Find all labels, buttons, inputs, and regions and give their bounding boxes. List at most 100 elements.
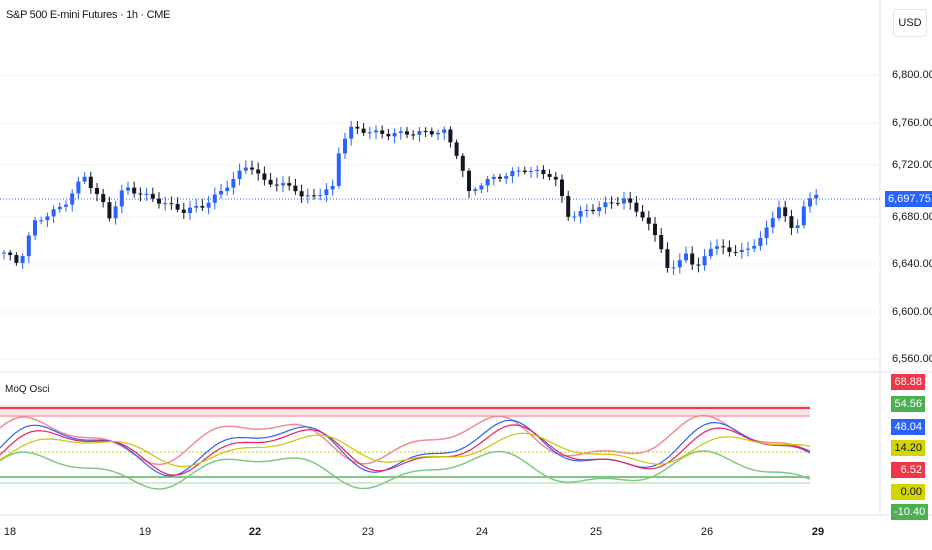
candle xyxy=(510,170,515,177)
candle xyxy=(535,169,540,172)
candle xyxy=(305,195,310,197)
candle xyxy=(312,195,316,197)
candle xyxy=(671,267,676,269)
time-label: 25 xyxy=(589,526,603,538)
candle xyxy=(287,183,292,186)
candle xyxy=(355,126,360,129)
candle xyxy=(262,173,267,180)
candle xyxy=(702,256,707,266)
candle xyxy=(721,246,726,248)
candle xyxy=(274,184,279,186)
indicator-value-label: 6.52 xyxy=(891,462,925,478)
lower-envelope xyxy=(0,450,811,490)
candle xyxy=(795,225,800,228)
time-label: 18 xyxy=(3,526,17,538)
candle xyxy=(597,207,602,212)
candle xyxy=(169,203,174,205)
candle xyxy=(442,129,447,133)
candle xyxy=(628,198,633,203)
candle xyxy=(572,216,577,218)
candle xyxy=(225,187,230,192)
candle xyxy=(553,176,558,180)
candle xyxy=(814,194,819,199)
candle xyxy=(659,235,664,250)
overbought-zone xyxy=(0,405,810,417)
signal-line xyxy=(0,424,811,476)
candle xyxy=(45,216,50,221)
candle xyxy=(398,131,403,134)
candle xyxy=(615,203,620,205)
price-label: 6,800.00 xyxy=(892,69,932,81)
candle xyxy=(181,209,186,213)
candle xyxy=(764,227,769,238)
time-label: 19 xyxy=(138,526,152,538)
candle xyxy=(566,196,571,217)
candle xyxy=(584,209,589,212)
candle xyxy=(138,193,143,195)
indicator-value-label: 54.56 xyxy=(891,396,925,412)
candle xyxy=(417,131,422,135)
candle xyxy=(157,198,161,204)
candle xyxy=(26,235,31,257)
candle xyxy=(367,132,372,134)
candle xyxy=(324,189,329,196)
chart-title: S&P 500 E-mini Futures · 1h · CME xyxy=(6,9,171,21)
candle xyxy=(560,179,564,197)
candle xyxy=(33,220,37,236)
candle xyxy=(727,247,732,252)
candle xyxy=(57,206,62,210)
candle xyxy=(119,190,124,207)
candle xyxy=(194,205,199,208)
candle xyxy=(39,220,44,222)
candle xyxy=(126,187,130,191)
candle xyxy=(448,129,453,143)
candle xyxy=(684,253,688,261)
candle xyxy=(113,206,118,219)
price-label: 6,560.00 xyxy=(892,353,932,365)
candle xyxy=(696,264,701,266)
candle xyxy=(20,256,25,263)
candle xyxy=(343,138,347,154)
indicator-value-label: 0.00 xyxy=(891,484,925,500)
candle xyxy=(219,191,223,195)
candle xyxy=(491,176,496,179)
candle xyxy=(70,193,75,205)
candle xyxy=(758,237,763,246)
candle xyxy=(51,209,56,217)
candle xyxy=(250,167,254,170)
candle xyxy=(646,217,651,224)
candle xyxy=(436,132,440,135)
slow-line xyxy=(0,432,811,468)
current-price-label: 6,697.75 xyxy=(885,191,932,207)
indicator-value-label: 48.04 xyxy=(891,419,925,435)
candle xyxy=(777,207,781,219)
candle xyxy=(541,169,546,175)
candle xyxy=(243,167,248,171)
currency-button[interactable]: USD xyxy=(893,9,927,37)
candle xyxy=(200,205,205,208)
upper-envelope xyxy=(0,414,811,466)
candle xyxy=(8,252,13,256)
candle xyxy=(281,183,285,186)
candle xyxy=(752,245,757,249)
candle xyxy=(578,211,583,217)
indicator-name[interactable]: MoQ Osci xyxy=(5,384,50,395)
candle xyxy=(64,204,68,207)
candle xyxy=(522,170,527,173)
candle xyxy=(715,246,719,249)
candle xyxy=(374,130,378,133)
candle xyxy=(789,216,794,228)
candle xyxy=(739,249,744,253)
candle xyxy=(733,251,738,253)
candle xyxy=(150,193,155,199)
candle xyxy=(653,223,657,236)
fast-line xyxy=(0,419,811,477)
candle xyxy=(268,179,273,185)
candle xyxy=(677,260,682,268)
candle xyxy=(2,252,6,254)
candle xyxy=(460,155,465,171)
candle xyxy=(82,176,87,182)
candle xyxy=(293,185,298,192)
candle xyxy=(808,198,812,207)
